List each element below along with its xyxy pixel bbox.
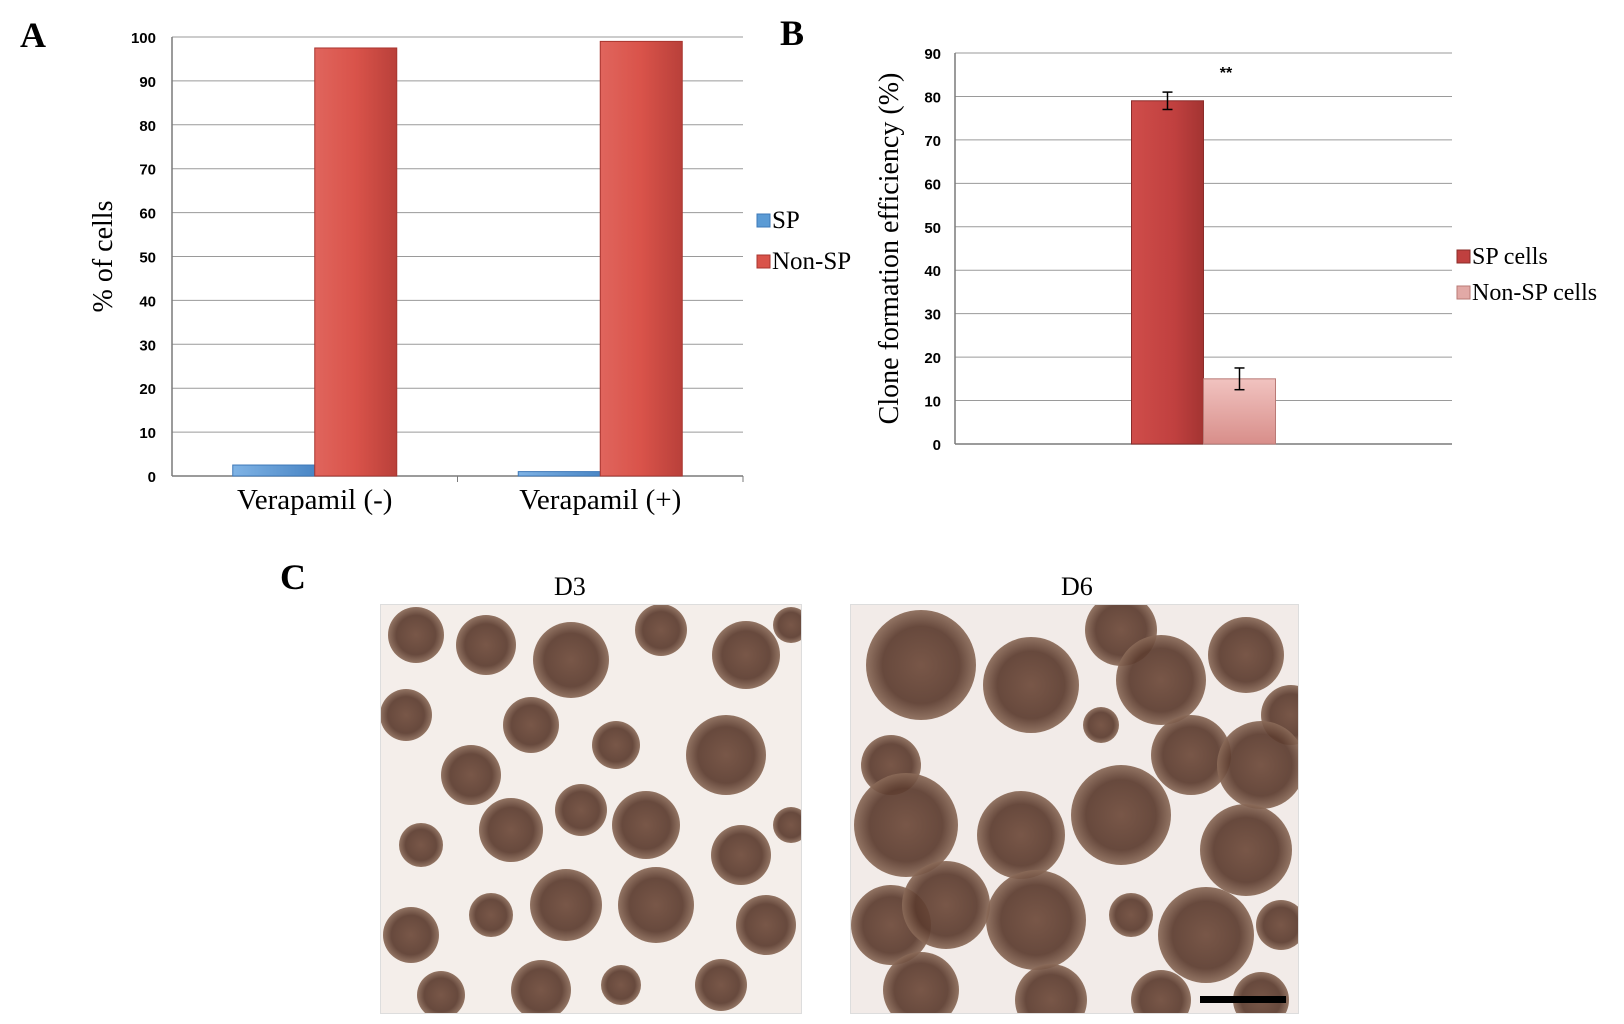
y-tick-label: 0: [148, 469, 156, 486]
cell-cluster: [854, 773, 958, 877]
y-tick-label: 50: [139, 250, 156, 267]
cell-cluster: [530, 869, 602, 941]
y-tick-label: 30: [924, 307, 941, 324]
cell-cluster: [469, 893, 513, 937]
chart-a-bars: [232, 40, 683, 477]
chart-b: 0 10 20 30 40 50 60 70 80 90 ** Clone formation eff…: [874, 46, 1597, 454]
cell-cluster: [1217, 721, 1298, 809]
cell-cluster: [381, 689, 432, 741]
cell-cluster: [883, 952, 959, 1013]
cell-cluster: [773, 807, 801, 843]
cell-cluster: [399, 823, 443, 867]
cell-cluster: [986, 870, 1086, 970]
panel-c-letter: C: [280, 557, 306, 597]
y-tick-label: 70: [139, 162, 156, 179]
y-axis-label: % of cells: [88, 201, 119, 313]
cell-cluster: [503, 697, 559, 753]
cell-cluster: [1015, 964, 1087, 1013]
cell-cluster: [479, 798, 543, 862]
y-tick-label: 10: [924, 394, 941, 411]
legend-swatch-non-sp: [756, 254, 771, 269]
cell-cluster: [1116, 635, 1206, 725]
y-tick-label: 100: [131, 30, 156, 47]
cell-cluster: [1109, 893, 1153, 937]
y-tick-label: 40: [924, 263, 941, 280]
bar-non-sp: [599, 40, 683, 477]
cell-cluster: [592, 721, 640, 769]
cell-cluster: [612, 791, 680, 859]
panel-b-letter: B: [780, 13, 805, 53]
x-tick-label: Verapamil (+): [519, 484, 681, 516]
legend-label-sp-cells: SP cells: [1472, 244, 1548, 270]
y-tick-label: 20: [924, 350, 941, 367]
cell-cluster: [388, 607, 444, 663]
cell-cluster: [1200, 804, 1292, 896]
y-tick-label: 60: [139, 206, 156, 223]
cell-cluster: [695, 959, 747, 1011]
cell-cluster: [773, 607, 801, 643]
chart-a: 0 10 20 30 40 50 60 70 80 90 100 Verapamil (-) Verap…: [88, 30, 851, 516]
scale-bar: [1200, 996, 1286, 1003]
legend-swatch-non-sp-cells: [1456, 285, 1471, 300]
bar-sp-cells: [1131, 100, 1204, 445]
y-tick-label: 80: [139, 118, 156, 135]
cell-cluster: [1158, 887, 1254, 983]
x-tick-label: Verapamil (-): [237, 484, 392, 516]
micrograph-d6-image: [850, 604, 1299, 1014]
cell-cluster: [601, 965, 641, 1005]
micrograph-d3-cells: [381, 605, 801, 1013]
cell-cluster: [441, 745, 501, 805]
cell-cluster: [866, 610, 976, 720]
significance-annotation: **: [1220, 65, 1233, 82]
cell-cluster: [1233, 972, 1289, 1013]
chart-b-bars: [1131, 91, 1276, 445]
bar-non-sp: [314, 47, 398, 477]
legend-label-non-sp-cells: Non-SP cells: [1472, 280, 1597, 306]
cell-cluster: [1151, 715, 1231, 795]
micrograph-d3-image: [380, 604, 802, 1014]
y-tick-label: 40: [139, 293, 156, 310]
cell-cluster: [686, 715, 766, 795]
cell-cluster: [555, 784, 607, 836]
cell-cluster: [635, 605, 687, 656]
cell-cluster: [1071, 765, 1171, 865]
cell-cluster: [736, 895, 796, 955]
cell-cluster: [983, 637, 1079, 733]
cell-cluster: [902, 861, 990, 949]
y-tick-label: 90: [139, 74, 156, 91]
micrograph-d3-label: D3: [554, 572, 586, 601]
chart-a-text: 0 10 20 30 40 50 60 70 80 90 100 Verapamil (-) Verap…: [88, 30, 851, 516]
cell-cluster: [977, 791, 1065, 879]
y-tick-label: 70: [924, 133, 941, 150]
cell-cluster: [1208, 617, 1284, 693]
cell-cluster: [511, 960, 571, 1013]
y-tick-label: 20: [139, 381, 156, 398]
y-tick-label: 10: [139, 425, 156, 442]
y-axis-label: Clone formation efficiency (%): [874, 73, 905, 425]
cell-cluster: [1131, 970, 1191, 1013]
y-tick-label: 50: [924, 220, 941, 237]
y-tick-label: 60: [924, 176, 941, 193]
cell-cluster: [533, 622, 609, 698]
cell-cluster: [712, 621, 780, 689]
y-tick-label: 0: [933, 437, 941, 454]
legend-label-non-sp: Non-SP: [772, 248, 851, 275]
cell-cluster: [711, 825, 771, 885]
cell-cluster: [417, 971, 465, 1013]
y-tick-label: 90: [924, 46, 941, 63]
legend-swatch-sp: [756, 213, 771, 228]
panel-a-letter: A: [20, 15, 46, 55]
micrograph-d6-cells: [851, 605, 1298, 1013]
cell-cluster: [1256, 900, 1298, 950]
micrograph-d6-label: D6: [1061, 572, 1093, 601]
cell-cluster: [1083, 707, 1119, 743]
cell-cluster: [618, 867, 694, 943]
y-tick-label: 30: [139, 337, 156, 354]
legend-swatch-sp-cells: [1456, 249, 1471, 264]
cell-cluster: [456, 615, 516, 675]
legend-label-sp: SP: [772, 207, 800, 234]
chart-b-text: 0 10 20 30 40 50 60 70 80 90 ** Clone formation eff…: [874, 46, 1597, 454]
y-tick-label: 80: [924, 89, 941, 106]
cell-cluster: [383, 907, 439, 963]
